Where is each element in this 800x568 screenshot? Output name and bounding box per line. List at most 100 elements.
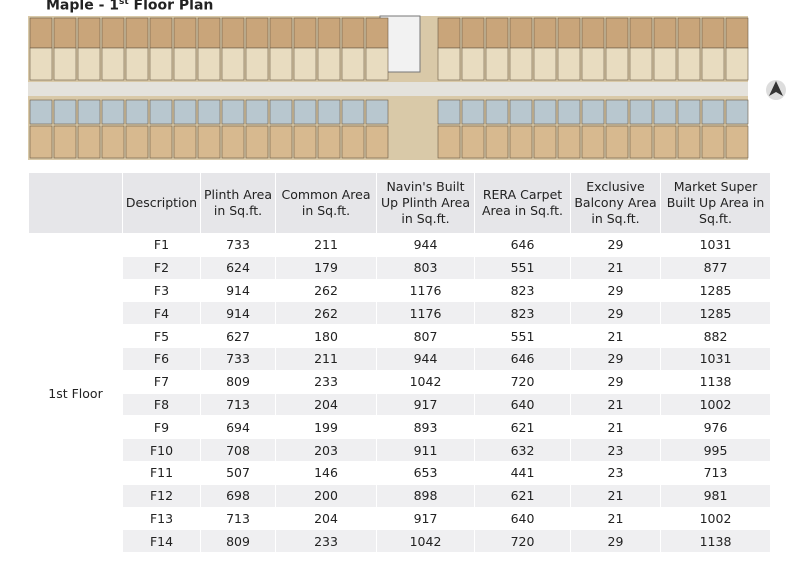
value-cell: 1285: [660, 278, 771, 303]
value-cell: 807: [376, 324, 475, 348]
table-row: F3 914 262 1176 823 29 1285: [29, 278, 771, 303]
value-cell: 882: [660, 324, 771, 348]
room: [365, 125, 389, 159]
value-cell: 733: [200, 346, 276, 371]
value-cell: 898: [376, 483, 475, 508]
unit-cell: F4: [122, 301, 201, 326]
room: [269, 17, 293, 49]
value-cell: 809: [200, 369, 276, 394]
value-cell: 917: [376, 392, 475, 417]
value-cell: 1042: [376, 369, 475, 394]
room: [77, 17, 101, 49]
rooms: [29, 17, 749, 159]
value-cell: 21: [570, 324, 661, 348]
room: [53, 17, 77, 49]
value-cell: 823: [474, 301, 571, 326]
value-cell: 823: [474, 278, 571, 303]
value-cell: 507: [200, 460, 276, 485]
room: [77, 99, 101, 125]
room: [437, 99, 461, 125]
value-cell: 944: [376, 346, 475, 371]
room: [653, 47, 677, 81]
room: [101, 99, 125, 125]
value-cell: 551: [474, 324, 571, 348]
floor-plan: [28, 15, 786, 160]
room: [221, 47, 245, 81]
table-row: F13 713 204 917 640 21 1002: [29, 506, 771, 531]
header-cell: Plinth Area in Sq.ft.: [200, 172, 276, 234]
table-row: 1st Floor F1 733 211 944 646 29 1031: [28, 232, 771, 554]
value-cell: 262: [275, 278, 377, 303]
value-cell: 1138: [660, 529, 771, 554]
value-cell: 627: [200, 324, 276, 348]
value-cell: 1176: [376, 301, 475, 326]
value-cell: 1285: [660, 301, 771, 326]
value-cell: 262: [275, 301, 377, 326]
room: [605, 125, 629, 159]
room: [557, 125, 581, 159]
value-cell: 640: [474, 392, 571, 417]
room: [677, 99, 701, 125]
value-cell: 21: [570, 415, 661, 440]
value-cell: 551: [474, 255, 571, 280]
room: [77, 47, 101, 81]
unit-cell: F8: [122, 392, 201, 417]
value-cell: 713: [200, 506, 276, 531]
room: [53, 99, 77, 125]
room: [701, 99, 725, 125]
room: [365, 99, 389, 125]
room: [701, 125, 725, 159]
room: [293, 47, 317, 81]
room: [581, 17, 605, 49]
value-cell: 146: [275, 460, 377, 485]
room: [701, 17, 725, 49]
room: [293, 99, 317, 125]
room: [341, 125, 365, 159]
room: [341, 47, 365, 81]
room: [629, 99, 653, 125]
value-cell: 640: [474, 506, 571, 531]
room: [341, 17, 365, 49]
header-cell: Exclusive Balcony Area in Sq.ft.: [570, 172, 661, 234]
room: [101, 47, 125, 81]
room: [581, 47, 605, 81]
value-cell: 29: [570, 369, 661, 394]
header-cell: Navin's Built Up Plinth Area in Sq.ft.: [376, 172, 475, 234]
room: [701, 47, 725, 81]
room: [29, 47, 53, 81]
room: [29, 125, 53, 159]
title-text: Maple - 1: [46, 0, 119, 14]
unit-cell: F12: [122, 483, 201, 508]
page-title: Maple - 1st Floor Plan: [46, 0, 213, 14]
room: [221, 125, 245, 159]
unit-cell: F2: [122, 255, 201, 280]
value-cell: 1002: [660, 506, 771, 531]
room: [509, 125, 533, 159]
value-cell: 1176: [376, 278, 475, 303]
compass-needle: [769, 81, 783, 96]
room: [725, 99, 749, 125]
value-cell: 720: [474, 369, 571, 394]
value-cell: 200: [275, 483, 377, 508]
table-row: F7 809 233 1042 720 29 1138: [29, 369, 771, 394]
header-cell: [28, 172, 123, 234]
room: [533, 47, 557, 81]
room: [125, 47, 149, 81]
header-cell: Market Super Built Up Area in Sq.ft.: [660, 172, 771, 234]
unit-cell: F3: [122, 278, 201, 303]
room: [245, 17, 269, 49]
value-cell: 233: [275, 369, 377, 394]
header-cell: RERA Carpet Area in Sq.ft.: [474, 172, 571, 234]
value-cell: 803: [376, 255, 475, 280]
unit-cell: F13: [122, 506, 201, 531]
room: [317, 47, 341, 81]
room: [653, 99, 677, 125]
value-cell: 211: [275, 346, 377, 371]
value-cell: 29: [570, 301, 661, 326]
room: [149, 125, 173, 159]
value-cell: 203: [275, 438, 377, 462]
value-cell: 211: [275, 233, 377, 257]
value-cell: 29: [570, 529, 661, 554]
table-row: F9 694 199 893 621 21 976: [29, 415, 771, 440]
